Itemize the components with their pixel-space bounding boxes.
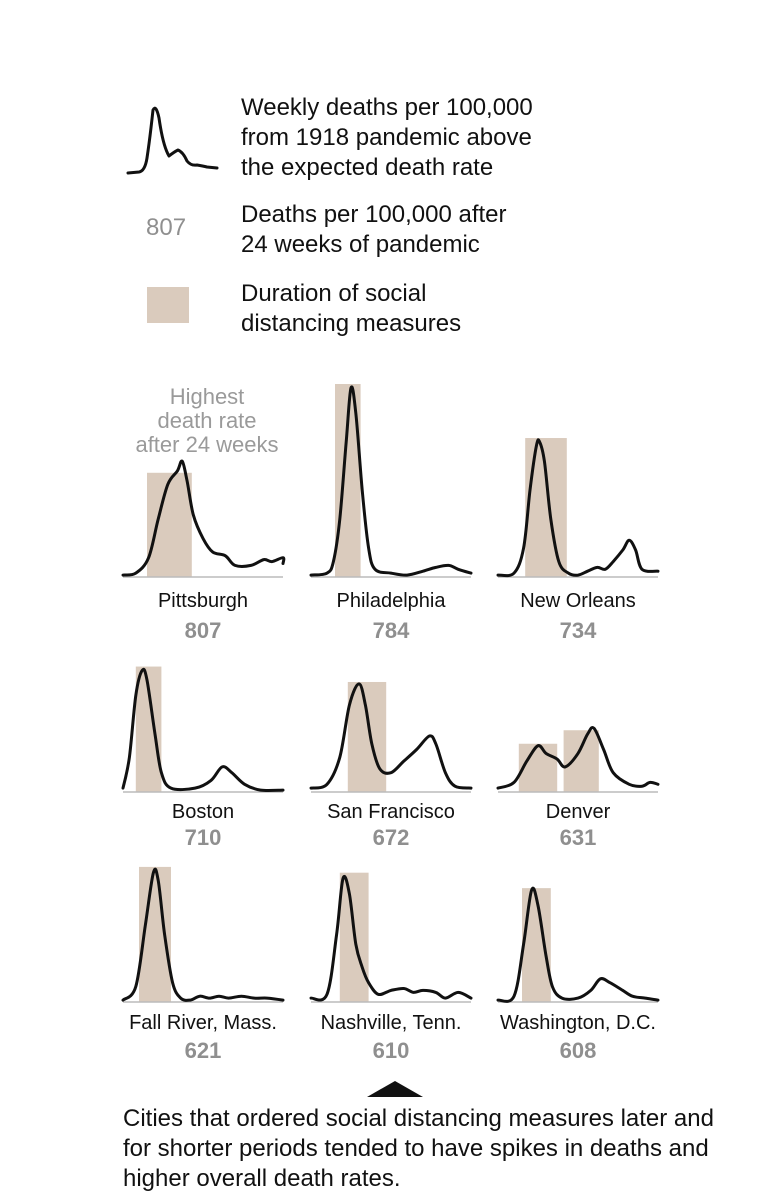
city-deaths-label: 672 xyxy=(373,825,410,850)
city-name-label: San Francisco xyxy=(327,801,455,823)
city-deaths-label: 608 xyxy=(560,1038,597,1063)
panel-philadelphia: Philadelphia 784 xyxy=(309,384,473,643)
caption: Cities that ordered social distancing me… xyxy=(123,1105,714,1192)
legend-number-label: Deaths per 100,000 after 24 weeks of pan… xyxy=(241,201,507,258)
city-deaths-label: 807 xyxy=(185,618,222,643)
city-deaths-label: 734 xyxy=(560,618,597,643)
caption-arrow-icon xyxy=(367,1081,423,1097)
city-deaths-label: 621 xyxy=(185,1038,222,1063)
weekly-deaths-line xyxy=(121,867,285,1002)
city-name-label: Boston xyxy=(172,801,234,823)
city-deaths-label: 710 xyxy=(185,825,222,850)
city-name-label: Denver xyxy=(546,801,611,823)
legend-shade-swatch xyxy=(147,287,189,323)
distancing-period-shade xyxy=(563,730,599,792)
city-deaths-label: 610 xyxy=(373,1038,410,1063)
city-name-label: Washington, D.C. xyxy=(500,1012,656,1034)
weekly-deaths-line xyxy=(309,682,473,790)
weekly-deaths-line xyxy=(309,875,473,1002)
city-name-label: Pittsburgh xyxy=(158,590,248,612)
legend-shade-label: Duration of social distancing measures xyxy=(241,280,462,337)
legend-number-example: 807 xyxy=(146,214,187,241)
panel-nashville-tenn: Nashville, Tenn. 610 xyxy=(309,872,473,1063)
weekly-deaths-line xyxy=(496,726,660,790)
city-deaths-label: 631 xyxy=(560,825,597,850)
distancing-period-shade xyxy=(347,681,387,792)
panel-fall-river-mass: Fall River, Mass. 621 xyxy=(121,866,285,1063)
distancing-period-shade xyxy=(147,472,192,577)
city-name-label: Philadelphia xyxy=(337,590,447,612)
weekly-deaths-line xyxy=(309,385,473,577)
city-name-label: New Orleans xyxy=(520,590,636,612)
legend-line-label: Weekly deaths per 100,000 from 1918 pand… xyxy=(241,94,533,181)
panel-washington-d-c: Washington, D.C. 608 xyxy=(496,886,660,1063)
panel-new-orleans: New Orleans 734 xyxy=(496,438,660,643)
weekly-deaths-line xyxy=(121,459,286,577)
distancing-period-shade xyxy=(522,888,551,1002)
city-name-label: Fall River, Mass. xyxy=(129,1012,277,1034)
city-deaths-label: 784 xyxy=(373,618,410,643)
highest-death-rate-note: Highest death rate after 24 weeks xyxy=(135,384,279,457)
city-name-label: Nashville, Tenn. xyxy=(321,1012,462,1034)
weekly-deaths-line xyxy=(496,886,660,1003)
legend-line-sample xyxy=(126,106,219,175)
distancing-period-shade xyxy=(518,743,558,792)
weekly-deaths-line xyxy=(496,438,660,578)
small-multiples-chart: Pittsburgh 807 Philadelphia 784 New Orleans 7… xyxy=(121,384,660,1063)
distancing-period-shade xyxy=(525,438,567,577)
panel-pittsburgh: Pittsburgh 807 xyxy=(121,459,286,643)
weekly-deaths-line xyxy=(121,667,285,792)
